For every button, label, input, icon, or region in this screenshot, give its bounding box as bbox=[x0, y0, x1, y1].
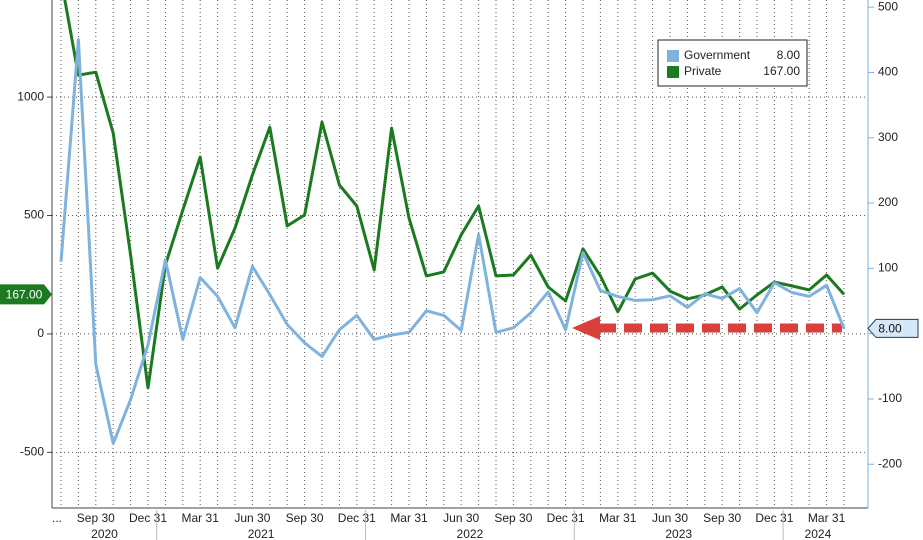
legend-value: 167.00 bbox=[763, 64, 800, 78]
x-group-label: 2023 bbox=[665, 527, 692, 540]
x-tick-label: Sep 30 bbox=[77, 511, 115, 525]
legend-box bbox=[657, 39, 808, 87]
x-tick-label: Dec 31 bbox=[547, 511, 585, 525]
x-tick-label: Dec 31 bbox=[129, 511, 167, 525]
y2-tick-label: 500 bbox=[878, 0, 898, 13]
x-tick-label: Sep 30 bbox=[494, 511, 532, 525]
y-tick-label: 1000 bbox=[17, 89, 44, 103]
x-tick-label: Dec 31 bbox=[338, 511, 376, 525]
y2-tick-label: 200 bbox=[878, 195, 898, 209]
x-group-label: 2021 bbox=[248, 527, 275, 540]
series-line bbox=[59, 38, 846, 445]
x-tick-label: Sep 30 bbox=[703, 511, 741, 525]
x-tick-label: Mar 31 bbox=[182, 511, 220, 525]
legend-swatch bbox=[667, 66, 679, 78]
x-tick-label: Sep 30 bbox=[286, 511, 324, 525]
x-group-label: 2020 bbox=[91, 527, 118, 540]
arrow-head bbox=[572, 316, 600, 340]
legend-label: Private bbox=[684, 64, 722, 78]
last-value-badge bbox=[867, 318, 919, 338]
grid bbox=[52, 0, 868, 508]
x-tick-label: Mar 31 bbox=[808, 511, 846, 525]
y2-tick-label: -200 bbox=[878, 456, 902, 470]
x-tick-label: Mar 31 bbox=[390, 511, 428, 525]
last-value-label: 8.00 bbox=[878, 322, 902, 336]
x-tick-label: Mar 31 bbox=[599, 511, 637, 525]
y2-tick-label: 400 bbox=[878, 65, 898, 79]
last-value-label: 167.00 bbox=[6, 288, 43, 302]
legend-label: Government bbox=[684, 48, 751, 62]
x-tick-label: Jun 30 bbox=[443, 511, 479, 525]
y-tick-label: 500 bbox=[24, 208, 44, 222]
x-group-label: 2024 bbox=[805, 527, 832, 540]
x-tick-label: Jun 30 bbox=[234, 511, 270, 525]
legend-value: 8.00 bbox=[777, 48, 801, 62]
arrow-annotation bbox=[572, 316, 842, 340]
last-value-badge bbox=[0, 284, 52, 305]
y-tick-label: -500 bbox=[20, 445, 44, 459]
legend: Government 8.00 Private 167.00 bbox=[657, 39, 808, 87]
x-tick-label: Jun 30 bbox=[652, 511, 688, 525]
y2-tick-label: -100 bbox=[878, 391, 902, 405]
y2-tick-label: 100 bbox=[878, 261, 898, 275]
legend-swatch bbox=[667, 50, 679, 62]
x-prefix-label: ... bbox=[52, 511, 62, 525]
series-line bbox=[63, 0, 846, 390]
x-tick-label: Dec 31 bbox=[755, 511, 793, 525]
x-group-label: 2022 bbox=[457, 527, 484, 540]
y-tick-label: 0 bbox=[37, 326, 44, 340]
y2-tick-label: 300 bbox=[878, 130, 898, 144]
